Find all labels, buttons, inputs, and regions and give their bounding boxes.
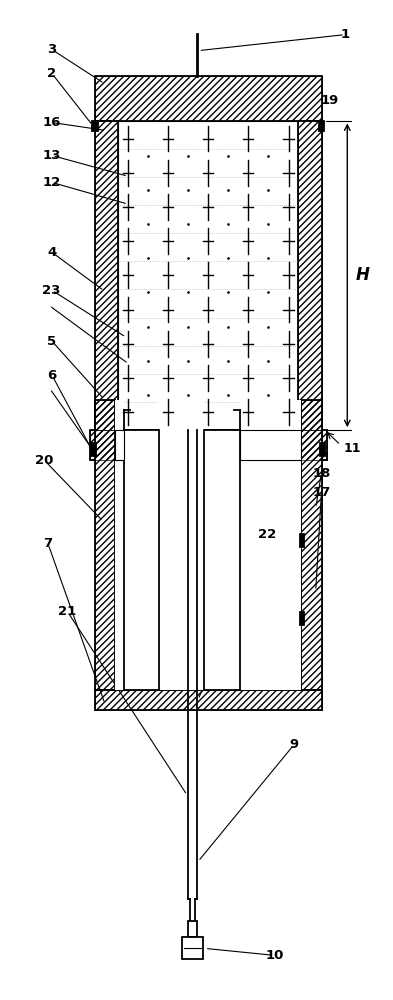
Bar — [90, 430, 327, 460]
Bar — [188, 921, 197, 937]
Text: 1: 1 — [341, 28, 350, 41]
Bar — [95, 76, 322, 121]
Text: 12: 12 — [42, 176, 61, 189]
Bar — [298, 121, 322, 430]
Bar — [298, 121, 322, 430]
Bar — [90, 430, 327, 460]
Bar — [182, 937, 203, 959]
Bar — [91, 443, 96, 456]
Bar — [95, 400, 115, 690]
Bar — [300, 534, 304, 547]
Bar — [204, 430, 240, 690]
Bar — [115, 430, 124, 460]
Text: 13: 13 — [42, 149, 61, 162]
Text: 10: 10 — [266, 949, 284, 962]
Text: 7: 7 — [43, 537, 52, 550]
Text: 21: 21 — [58, 605, 76, 618]
Bar — [95, 121, 118, 430]
Bar — [301, 400, 322, 690]
Text: 2: 2 — [47, 67, 56, 80]
Text: 23: 23 — [42, 284, 61, 297]
Text: 3: 3 — [47, 43, 56, 56]
Bar — [300, 612, 304, 625]
Bar — [95, 76, 322, 121]
Text: 22: 22 — [258, 528, 276, 541]
Text: 4: 4 — [47, 246, 56, 259]
Bar — [92, 121, 98, 131]
Text: 19: 19 — [321, 94, 339, 107]
Bar — [118, 121, 298, 430]
Bar — [189, 430, 196, 690]
Bar — [95, 690, 322, 710]
Bar — [159, 400, 204, 690]
Text: 6: 6 — [47, 369, 56, 382]
Text: 9: 9 — [290, 738, 299, 751]
Text: H: H — [356, 266, 370, 284]
Bar — [95, 400, 115, 690]
Bar — [320, 443, 325, 456]
Bar — [318, 121, 324, 131]
Text: 16: 16 — [42, 116, 61, 129]
Bar — [301, 400, 322, 690]
Bar — [124, 430, 159, 690]
Bar — [95, 121, 118, 430]
Bar — [240, 400, 301, 690]
Text: 17: 17 — [313, 486, 331, 499]
Bar — [240, 430, 301, 460]
Text: 20: 20 — [35, 454, 53, 467]
Text: 18: 18 — [312, 467, 331, 480]
Text: 5: 5 — [47, 335, 56, 348]
Bar — [95, 690, 322, 710]
Text: 11: 11 — [343, 442, 361, 455]
Bar — [115, 400, 124, 690]
